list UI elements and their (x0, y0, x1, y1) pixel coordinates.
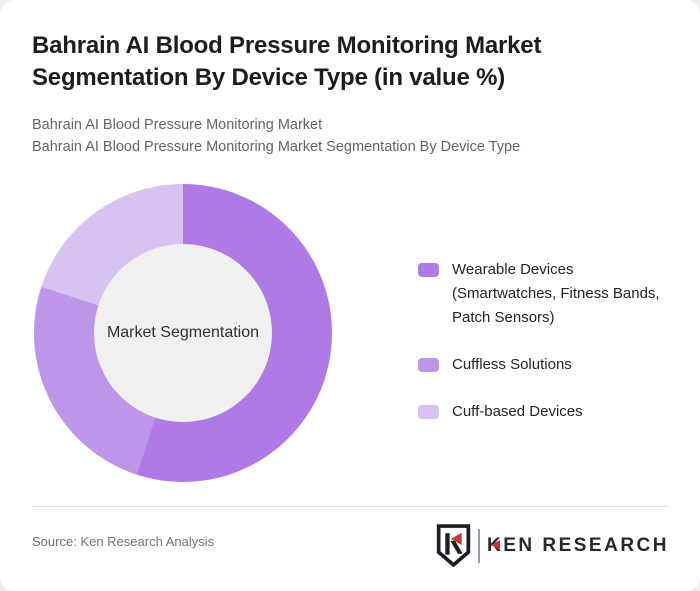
legend-swatch (418, 358, 439, 372)
legend-swatch (418, 263, 439, 277)
legend-label: Cuffless Solutions (452, 356, 572, 373)
donut-center: Market Segmentation (94, 244, 272, 422)
legend-item: Wearable Devices (Smartwatches, Fitness … (418, 258, 678, 330)
subtitle-line-1: Bahrain AI Blood Pressure Monitoring Mar… (32, 117, 323, 133)
source-text: Source: Ken Research Analysis (32, 534, 215, 549)
legend-label: Wearable Devices (Smartwatches, Fitness … (452, 261, 660, 326)
legend-item: Cuffless Solutions (418, 353, 678, 377)
footer-divider (32, 506, 668, 507)
page-title: Bahrain AI Blood Pressure Monitoring Mar… (32, 32, 542, 91)
ken-research-shield-icon (436, 524, 471, 567)
logo-wordmark-text: KEN RESEARCH (486, 534, 669, 556)
subtitle-line-2: Bahrain AI Blood Pressure Monitoring Mar… (32, 139, 521, 155)
legend-item: Cuff-based Devices (418, 400, 678, 424)
logo-red-triangle-icon (491, 540, 501, 550)
subtitle: Bahrain AI Blood Pressure Monitoring Mar… (32, 114, 520, 158)
logo-divider (477, 528, 480, 563)
ken-research-logo: KEN RESEARCH (435, 524, 669, 567)
legend-swatch (418, 405, 439, 419)
logo-wordmark: KEN RESEARCH (487, 535, 669, 557)
donut-center-label: Market Segmentation (106, 324, 260, 341)
legend: Wearable Devices (Smartwatches, Fitness … (418, 258, 678, 447)
donut-chart: Market Segmentation (34, 184, 332, 482)
legend-label: Cuff-based Devices (452, 403, 583, 420)
